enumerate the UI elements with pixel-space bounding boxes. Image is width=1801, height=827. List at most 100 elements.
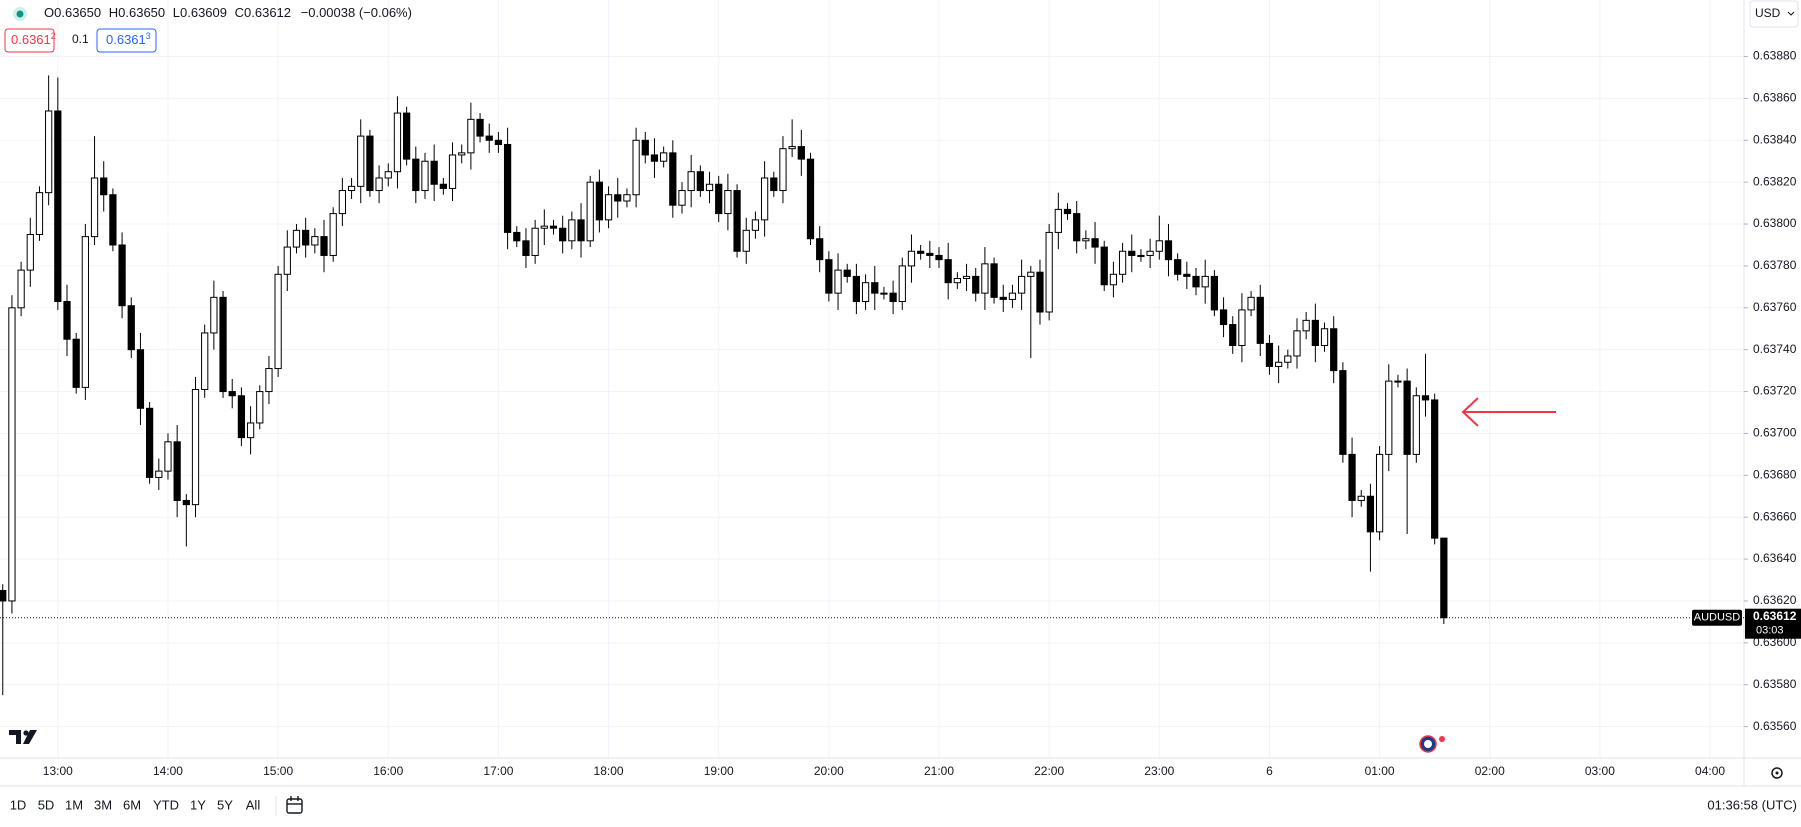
y-tick-label: 0.63820 [1753,174,1797,188]
currency-button[interactable] [1749,0,1799,28]
candle-body [503,143,512,233]
candle-body [1146,250,1154,256]
date-range-icon[interactable] [286,796,303,814]
range-button[interactable]: YTD [153,797,179,812]
candle-body [45,110,53,194]
x-tick-label: 17:00 [483,764,513,778]
candle-body [274,273,282,370]
candle-body [999,296,1007,300]
currency[interactable]: USD [1755,6,1781,20]
x-tick-label: 14:00 [153,764,183,778]
x-tick-label: 15:00 [263,764,293,778]
candle-body [1091,238,1099,248]
clock: 01:36:58 (UTC) [1707,797,1797,812]
candle-body [403,112,411,160]
candle-body [935,254,943,261]
candle-body [614,194,622,202]
buy-main: 0.6361 [106,32,146,47]
range-button[interactable]: All [246,797,261,812]
y-tick-label: 0.63640 [1753,551,1797,565]
candle-body [1174,259,1182,275]
y-tick-label: 0.63880 [1753,49,1797,63]
candle-body [393,112,402,173]
x-tick-label: 23:00 [1144,764,1174,778]
candle-body [797,146,805,160]
candle-body [871,282,879,294]
x-tick-label: 13:00 [43,764,73,778]
candle-body [357,135,365,187]
candle-body [513,231,521,242]
candle-body [907,250,916,267]
candle-body [715,183,723,215]
candle-body [595,181,604,221]
symbol-label: AUDUSD [1694,612,1741,624]
candle-body [760,177,769,221]
candle-body [852,275,861,303]
candle-body [641,139,649,156]
candle-body [1229,324,1237,346]
candle-body [26,234,34,271]
candle-body [265,368,273,393]
ohlc-legend: O0.63650 H0.63650 L0.63609 C0.63612 −0.0… [44,5,412,20]
candle-body [173,441,181,501]
candle-body [145,407,154,478]
candle-body [1293,330,1301,357]
candle-body [926,252,934,256]
candle-body [522,240,530,256]
candle-body [1311,319,1319,346]
y-tick-label: 0.63700 [1753,426,1797,440]
candle-body [1256,296,1264,344]
range-button[interactable]: 1D [10,797,27,812]
candle-body [779,148,787,192]
range-button[interactable]: 1Y [190,797,206,812]
settings-icon[interactable] [1771,767,1783,779]
range-button[interactable]: 5Y [217,797,233,812]
legend-key: H [109,5,118,20]
candle-body [485,135,493,141]
candle-body [1348,453,1356,501]
candle-body [953,277,961,284]
candle-body [1054,208,1062,233]
candle-body [531,227,539,256]
candle-body [246,422,255,439]
event-icons [1419,735,1445,753]
candle-body [577,219,585,242]
candle-body [1137,254,1145,257]
range-button[interactable]: 5D [38,797,55,812]
candle-body [283,246,291,275]
sell-button[interactable] [4,28,55,53]
x-tick-label: 18:00 [594,764,624,778]
range-button[interactable]: 6M [123,797,141,812]
candle-body [825,259,833,294]
candle-body [669,152,677,206]
x-tick-label: 02:00 [1475,764,1505,778]
sell-sup: 2 [51,31,56,41]
candle-body [724,190,732,215]
candle-body [72,338,80,388]
candle-body [981,263,989,294]
candle-body [292,229,301,248]
candle-body [476,118,484,137]
candle-body [880,292,888,295]
buy-price[interactable]: 0.63613 [106,31,151,47]
candle-body [35,192,44,236]
candle-body [1284,355,1292,363]
candle-body [1128,250,1136,256]
symbol-label-box [1692,609,1742,626]
range-button[interactable]: 3M [94,797,112,812]
buy-button[interactable] [96,28,157,53]
range-button[interactable]: 1M [65,797,83,812]
legend-key: C [235,5,244,20]
candle-body [1265,342,1274,367]
legend-value: 0.63612 [244,5,291,20]
candle-body [375,177,383,192]
candle-body [1302,319,1310,332]
y-tick-label: 0.63800 [1753,216,1797,230]
candle-body [1421,395,1430,401]
sell-price[interactable]: 0.63612 [11,31,56,47]
candle-body [1330,328,1338,372]
candle-body [430,160,438,185]
candle-body [338,190,346,215]
candle-body [549,225,558,229]
